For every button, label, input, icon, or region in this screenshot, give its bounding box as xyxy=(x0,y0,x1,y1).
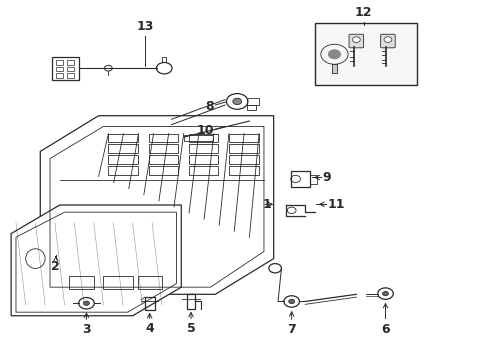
Bar xyxy=(67,60,74,65)
Polygon shape xyxy=(40,116,273,294)
Text: 11: 11 xyxy=(326,198,344,211)
Bar xyxy=(229,144,258,153)
Text: 7: 7 xyxy=(287,323,295,336)
Bar xyxy=(246,98,259,105)
Bar xyxy=(103,276,132,289)
Bar xyxy=(108,166,137,175)
Text: 5: 5 xyxy=(186,322,195,335)
Text: 10: 10 xyxy=(196,124,213,137)
Text: 8: 8 xyxy=(205,100,213,113)
Circle shape xyxy=(83,301,89,305)
Bar xyxy=(189,134,218,143)
Bar xyxy=(148,144,178,153)
Bar xyxy=(56,60,63,65)
Bar xyxy=(108,144,137,153)
Bar xyxy=(144,297,154,310)
Bar xyxy=(246,105,255,111)
Text: 12: 12 xyxy=(354,5,372,18)
Bar xyxy=(331,64,336,73)
Circle shape xyxy=(288,299,294,303)
Bar xyxy=(67,67,74,71)
Bar xyxy=(187,294,195,309)
Bar xyxy=(52,57,79,80)
Text: 13: 13 xyxy=(136,20,153,33)
Text: 1: 1 xyxy=(263,198,271,211)
Bar xyxy=(229,155,258,164)
Circle shape xyxy=(328,50,340,59)
Circle shape xyxy=(352,37,360,42)
Bar xyxy=(137,276,162,289)
Bar xyxy=(309,175,317,184)
Text: 9: 9 xyxy=(322,171,330,184)
Bar xyxy=(183,135,212,141)
Bar xyxy=(108,155,137,164)
Bar xyxy=(229,166,258,175)
Text: 2: 2 xyxy=(51,260,60,273)
FancyBboxPatch shape xyxy=(348,34,363,48)
Bar xyxy=(189,166,218,175)
Bar xyxy=(162,58,166,63)
Bar xyxy=(148,155,178,164)
Bar xyxy=(67,73,74,78)
Text: 3: 3 xyxy=(82,323,91,336)
Circle shape xyxy=(383,37,391,42)
Bar xyxy=(148,134,178,143)
Polygon shape xyxy=(11,205,181,316)
Bar xyxy=(189,155,218,164)
Bar xyxy=(108,134,137,143)
Bar xyxy=(69,276,94,289)
Bar xyxy=(56,73,63,78)
Bar xyxy=(290,171,309,187)
Circle shape xyxy=(382,292,387,296)
Text: 4: 4 xyxy=(145,322,154,335)
Circle shape xyxy=(232,98,241,105)
Bar xyxy=(314,23,416,85)
Bar xyxy=(148,166,178,175)
FancyBboxPatch shape xyxy=(380,34,394,48)
Text: 6: 6 xyxy=(381,323,389,336)
Bar xyxy=(189,144,218,153)
Bar xyxy=(229,134,258,143)
Bar xyxy=(56,67,63,71)
